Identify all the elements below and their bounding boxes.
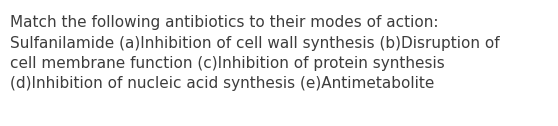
Text: Match the following antibiotics to their modes of action:
Sulfanilamide (a)Inhib: Match the following antibiotics to their… [10,15,499,91]
